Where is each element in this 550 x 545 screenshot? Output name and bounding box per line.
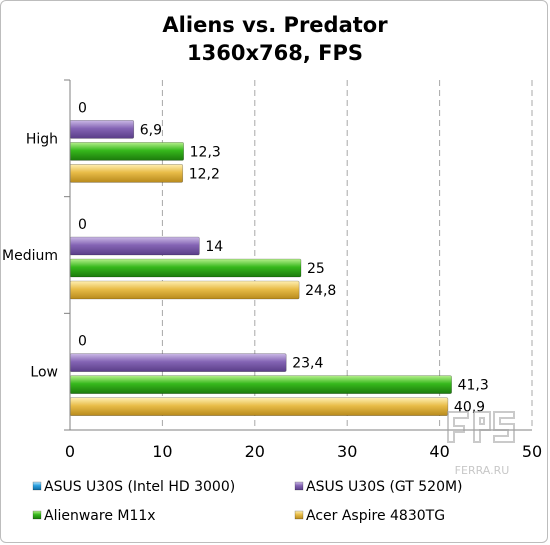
ferra-logo-icon (447, 411, 515, 443)
data-label: 25 (307, 261, 325, 277)
data-label: 23,4 (292, 356, 323, 372)
data-label: 0 (78, 217, 87, 233)
x-tick-label: 0 (65, 442, 75, 461)
bar (69, 280, 300, 300)
ferra-watermark: FERRA.RU (447, 411, 515, 477)
bar (69, 258, 302, 278)
x-tick-label: 20 (245, 442, 265, 461)
x-tick-label: 50 (522, 442, 542, 461)
legend-swatch (32, 510, 42, 520)
data-labels: 0 6,9 12,3 12,2 0 14 25 24,8 0 23,4 41,3 40,9 (78, 100, 489, 415)
bar (69, 397, 449, 416)
data-label: 41,3 (458, 378, 489, 394)
chart-title-line-2: 1360x768, FPS (187, 41, 363, 65)
data-label: 12,3 (190, 144, 221, 160)
legend-label: Acer Aspire 4830TG (306, 508, 445, 524)
chart-title-line-1: Aliens vs. Predator (162, 13, 388, 37)
data-label: 0 (78, 334, 87, 350)
bar (69, 164, 184, 183)
bar (69, 353, 287, 372)
legend-label: ASUS U30S (Intel HD 3000) (44, 479, 235, 495)
watermark-text: FERRA.RU (455, 464, 510, 477)
category-label: Low (30, 365, 58, 381)
category-label: Medium (2, 248, 58, 264)
data-label: 24,8 (305, 283, 336, 299)
legend-label: ASUS U30S (GT 520M) (306, 479, 463, 495)
x-tick-label: 30 (337, 442, 357, 461)
data-label: 6,9 (140, 122, 162, 138)
data-label: 12,2 (189, 166, 220, 182)
legend-swatch (32, 481, 42, 491)
category-label: High (26, 131, 58, 147)
x-tick-label: 40 (429, 442, 449, 461)
data-label: 14 (205, 239, 223, 255)
data-label: 0 (78, 100, 87, 116)
bar (69, 142, 184, 161)
legend-swatch (294, 510, 304, 520)
data-label: 40,9 (454, 400, 485, 416)
legend-label: Alienware M11x (44, 508, 156, 524)
axes: 0 10 20 30 40 50 High Medium Low (2, 79, 542, 461)
legend-swatch (294, 481, 304, 491)
bar (69, 236, 200, 256)
bar (69, 120, 135, 139)
x-tick-label: 10 (152, 442, 172, 461)
bars (69, 120, 452, 416)
bar (69, 375, 452, 394)
legend: ASUS U30S (Intel HD 3000) ASUS U30S (GT 5… (32, 479, 463, 524)
